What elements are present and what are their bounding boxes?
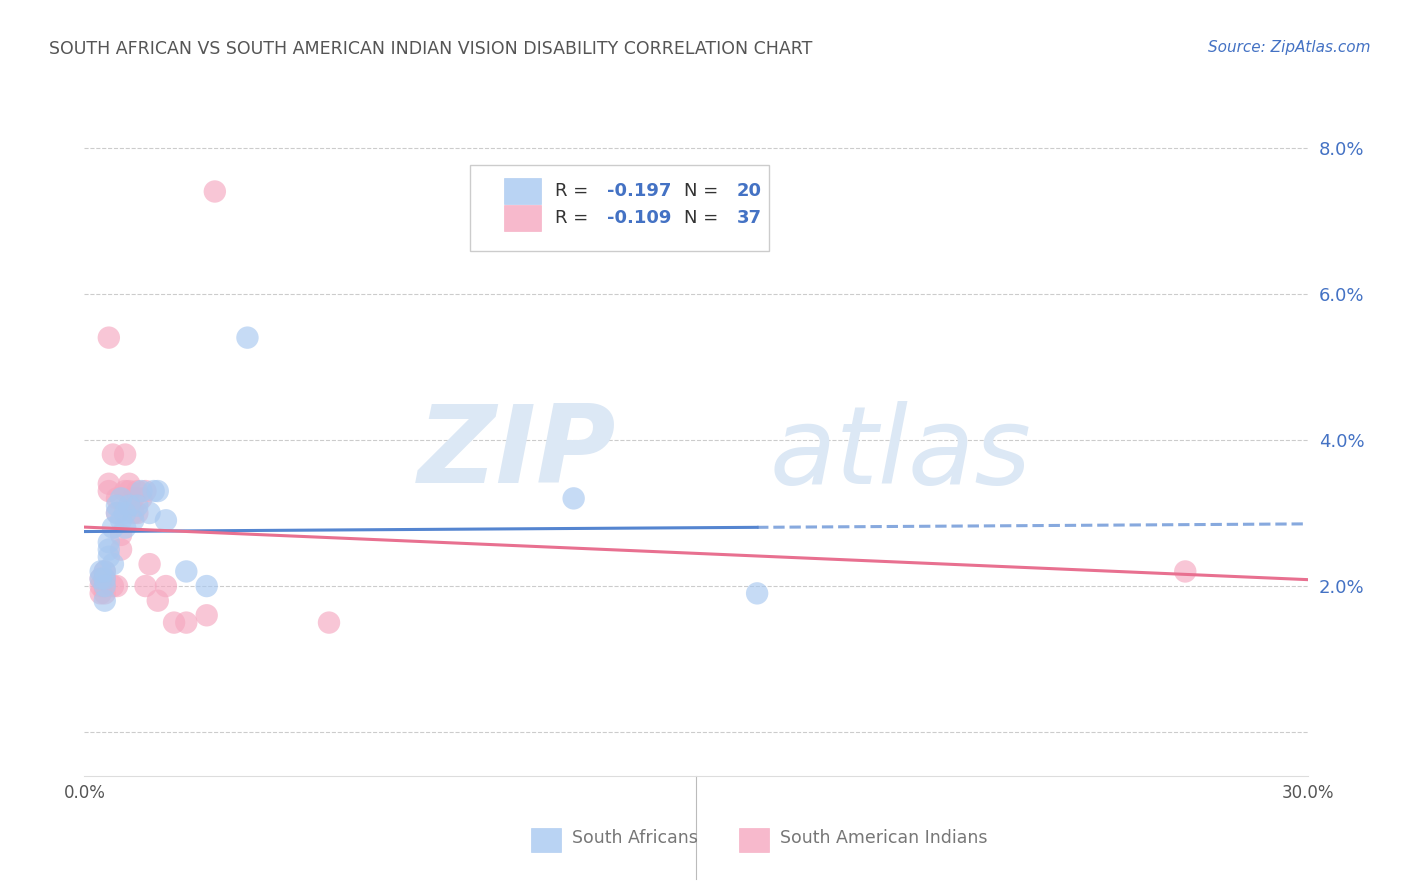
Point: [110, 491, 132, 506]
Point: [105, 491, 128, 506]
Point: [97, 484, 120, 499]
Point: [97, 535, 120, 549]
Point: [127, 506, 149, 520]
Point: [318, 615, 340, 630]
Point: [101, 520, 124, 534]
Point: [118, 476, 141, 491]
Point: [110, 513, 132, 527]
Point: [155, 513, 177, 527]
Point: [105, 579, 128, 593]
Point: [138, 506, 160, 520]
Point: [174, 565, 197, 579]
Point: [114, 448, 136, 462]
Point: [135, 484, 157, 499]
Text: Source: ZipAtlas.com: Source: ZipAtlas.com: [1208, 40, 1371, 55]
Text: N =: N =: [683, 182, 724, 200]
Point: [90, 572, 112, 586]
Point: [131, 484, 153, 499]
Point: [204, 185, 226, 199]
Text: ZIP: ZIP: [418, 401, 616, 507]
Point: [155, 579, 177, 593]
Point: [146, 484, 169, 499]
Point: [93, 593, 115, 607]
Point: [236, 331, 259, 345]
Text: South American Indians: South American Indians: [780, 829, 988, 847]
Point: [90, 579, 112, 593]
Bar: [503, 205, 541, 231]
Point: [90, 572, 112, 586]
Point: [97, 542, 120, 557]
Point: [118, 484, 141, 499]
Point: [122, 506, 145, 520]
Point: [138, 557, 160, 571]
Point: [114, 506, 136, 520]
Text: SOUTH AFRICAN VS SOUTH AMERICAN INDIAN VISION DISABILITY CORRELATION CHART: SOUTH AFRICAN VS SOUTH AMERICAN INDIAN V…: [49, 40, 813, 58]
Point: [105, 506, 128, 520]
Point: [97, 549, 120, 564]
Text: R =: R =: [555, 210, 595, 227]
Point: [1174, 565, 1197, 579]
Point: [110, 528, 132, 542]
Point: [93, 565, 115, 579]
Point: [114, 520, 136, 534]
Point: [135, 579, 157, 593]
Point: [101, 579, 124, 593]
Text: atlas: atlas: [769, 401, 1031, 506]
Point: [90, 565, 112, 579]
Point: [195, 579, 218, 593]
Bar: [503, 178, 541, 204]
Point: [163, 615, 186, 630]
Point: [110, 542, 132, 557]
Text: -0.109: -0.109: [606, 210, 671, 227]
Text: South Africans: South Africans: [572, 829, 699, 847]
Point: [90, 586, 112, 600]
Text: -0.197: -0.197: [606, 182, 671, 200]
Point: [131, 491, 153, 506]
Point: [118, 499, 141, 513]
Point: [122, 513, 145, 527]
Point: [93, 572, 115, 586]
FancyBboxPatch shape: [470, 165, 769, 251]
Point: [562, 491, 585, 506]
Point: [146, 593, 169, 607]
Bar: [531, 828, 561, 852]
Text: 20: 20: [737, 182, 761, 200]
Point: [142, 484, 165, 499]
Point: [97, 476, 120, 491]
Point: [101, 557, 124, 571]
Text: N =: N =: [683, 210, 724, 227]
Point: [93, 572, 115, 586]
Point: [105, 506, 128, 520]
Text: R =: R =: [555, 182, 595, 200]
Text: 37: 37: [737, 210, 761, 227]
Point: [747, 586, 769, 600]
Point: [93, 586, 115, 600]
Point: [101, 448, 124, 462]
Point: [93, 565, 115, 579]
Point: [105, 499, 128, 513]
Point: [122, 491, 145, 506]
Point: [93, 579, 115, 593]
Point: [195, 608, 218, 623]
Point: [127, 484, 149, 499]
Point: [174, 615, 197, 630]
Point: [93, 579, 115, 593]
Point: [127, 499, 149, 513]
Point: [114, 484, 136, 499]
Point: [97, 331, 120, 345]
Bar: [738, 828, 769, 852]
